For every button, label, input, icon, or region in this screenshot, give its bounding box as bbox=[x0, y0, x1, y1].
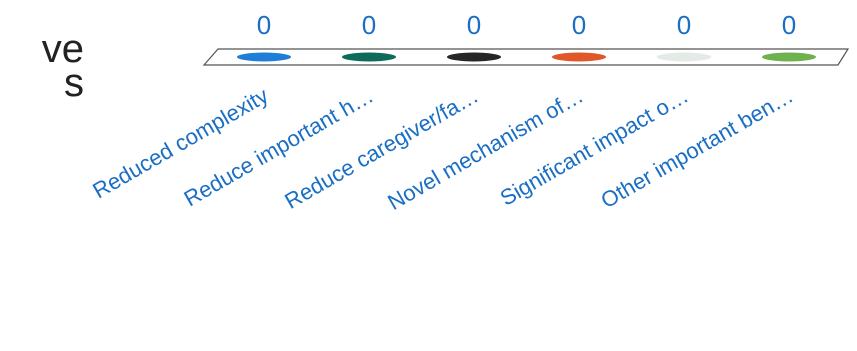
category-label: Reduced complexity bbox=[88, 83, 272, 204]
value-label: 0 bbox=[467, 10, 481, 40]
value-label: 0 bbox=[257, 10, 271, 40]
value-label: 0 bbox=[362, 10, 376, 40]
question-title-fragment: ve s bbox=[41, 27, 84, 105]
value-labels: 0 0 0 0 0 0 bbox=[257, 10, 796, 40]
value-label: 0 bbox=[782, 10, 796, 40]
category-label: Significant impact o… bbox=[496, 83, 693, 211]
bar-marks bbox=[237, 52, 816, 62]
bar-mark bbox=[237, 52, 291, 62]
bar-mark bbox=[552, 52, 606, 62]
bar-mark bbox=[342, 52, 396, 62]
category-label: Novel mechanism of… bbox=[383, 83, 587, 215]
value-label: 0 bbox=[677, 10, 691, 40]
bar-mark bbox=[657, 52, 711, 62]
category-label: Reduce important h… bbox=[180, 83, 378, 212]
bar-mark bbox=[447, 52, 501, 62]
bar-mark bbox=[762, 52, 816, 62]
category-label: Other important ben… bbox=[596, 83, 797, 213]
chart-baseline-bar bbox=[202, 48, 850, 66]
category-label: Reduce caregiver/fa… bbox=[280, 83, 482, 214]
value-label: 0 bbox=[572, 10, 586, 40]
